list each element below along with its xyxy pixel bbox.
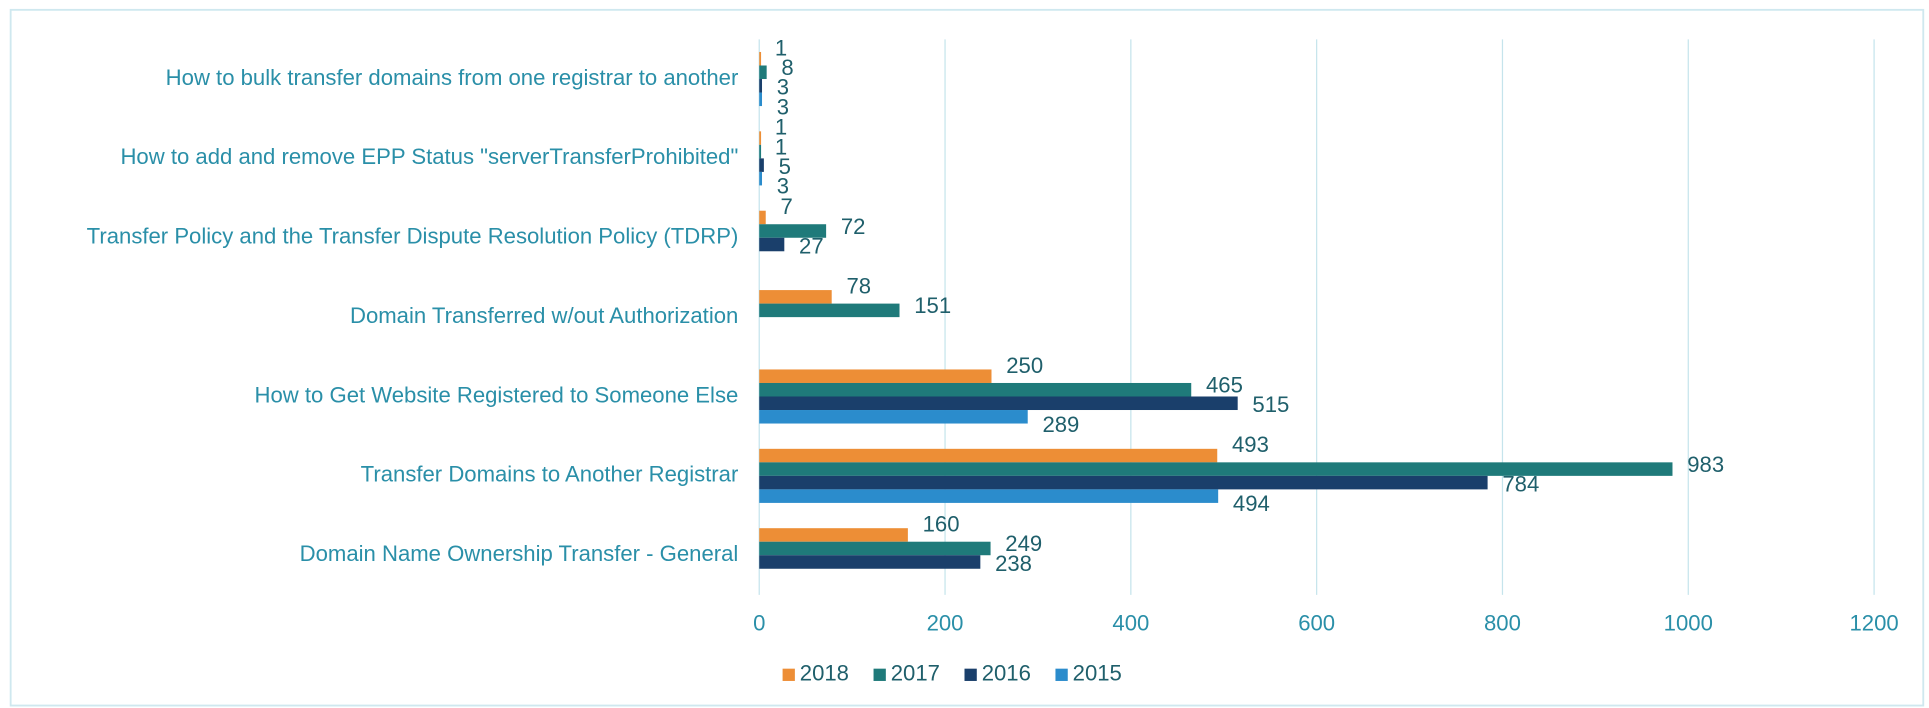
bar xyxy=(759,396,1238,411)
value-label: 983 xyxy=(1687,452,1724,477)
x-tick-label: 800 xyxy=(1484,610,1521,635)
category-label: Domain Transferred w/out Authorization xyxy=(350,303,738,328)
category-label: Domain Name Ownership Transfer - General xyxy=(300,541,739,566)
value-label: 7 xyxy=(780,194,792,219)
category-label: Transfer Domains to Another Registrar xyxy=(361,462,739,487)
bar xyxy=(759,290,832,304)
bar xyxy=(759,224,827,238)
bar xyxy=(759,92,763,107)
bar xyxy=(759,475,1488,490)
value-label: 151 xyxy=(914,293,951,318)
value-label: 1 xyxy=(775,35,787,60)
bar xyxy=(759,462,1673,476)
value-label: 238 xyxy=(995,551,1032,576)
bar xyxy=(759,369,992,383)
value-label: 78 xyxy=(846,273,871,298)
value-label: 3 xyxy=(777,94,789,119)
bar xyxy=(759,131,762,145)
legend-swatch xyxy=(1055,668,1068,681)
bar xyxy=(759,237,785,252)
value-label: 465 xyxy=(1206,373,1243,398)
legend-swatch xyxy=(873,668,886,681)
value-label: 494 xyxy=(1233,491,1270,516)
legend-label: 2018 xyxy=(800,661,849,686)
bar xyxy=(759,144,762,159)
bar xyxy=(759,382,1192,397)
bar xyxy=(759,303,900,318)
legend-label: 2016 xyxy=(982,661,1031,686)
category-label: How to bulk transfer domains from one re… xyxy=(166,65,739,90)
bar xyxy=(759,448,1218,463)
value-label: 250 xyxy=(1006,353,1043,378)
bar xyxy=(759,489,1219,503)
value-label: 784 xyxy=(1502,472,1539,497)
value-label: 72 xyxy=(841,214,866,239)
x-tick-label: 0 xyxy=(753,610,765,635)
x-tick-label: 400 xyxy=(1112,610,1149,635)
x-tick-label: 1200 xyxy=(1849,610,1898,635)
value-label: 8 xyxy=(781,55,793,80)
x-tick-label: 200 xyxy=(927,610,964,635)
chart-frame xyxy=(9,8,1925,707)
bar xyxy=(759,51,762,66)
value-label: 5 xyxy=(779,154,791,179)
legend-swatch xyxy=(964,668,977,681)
category-label: How to Get Website Registered to Someone… xyxy=(255,382,739,407)
bar xyxy=(759,541,991,556)
bar xyxy=(759,171,763,186)
value-label: 1 xyxy=(775,134,787,159)
category-label: How to add and remove EPP Status "server… xyxy=(120,144,738,169)
bar xyxy=(759,210,766,225)
value-label: 289 xyxy=(1042,412,1079,437)
bar xyxy=(759,79,763,93)
category-label: Transfer Policy and the Transfer Dispute… xyxy=(87,224,739,249)
value-label: 515 xyxy=(1252,392,1289,417)
value-label: 493 xyxy=(1232,432,1269,457)
legend-swatch xyxy=(782,668,795,681)
x-tick-label: 1000 xyxy=(1664,610,1713,635)
x-tick-label: 600 xyxy=(1298,610,1335,635)
value-label: 27 xyxy=(799,233,824,258)
bar xyxy=(759,65,767,80)
bar xyxy=(759,410,1028,424)
bar xyxy=(759,158,764,172)
value-label: 3 xyxy=(777,174,789,199)
bar xyxy=(759,528,908,542)
bar xyxy=(759,555,981,569)
value-label: 1 xyxy=(775,115,787,140)
legend-label: 2017 xyxy=(891,661,940,686)
legend-label: 2015 xyxy=(1073,661,1122,686)
value-label: 3 xyxy=(777,75,789,100)
value-label: 160 xyxy=(923,512,960,537)
value-label: 249 xyxy=(1005,531,1042,556)
